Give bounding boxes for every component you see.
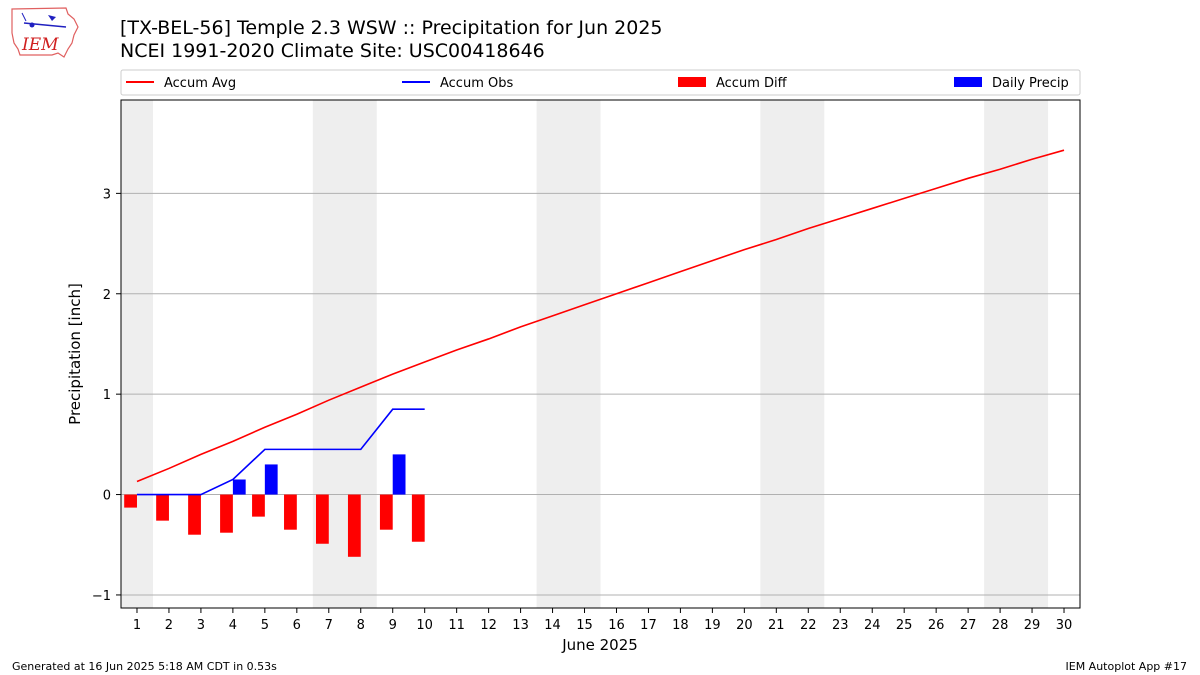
legend-label: Accum Obs [440,76,513,91]
x-tick-label: 28 [992,618,1009,633]
chart-subtitle: NCEI 1991-2020 Climate Site: USC00418646 [120,40,545,62]
accum-avg-line [136,149,1065,483]
x-tick-label: 14 [544,618,561,633]
daily-precip-bar [392,454,406,495]
accum-diff-bar [284,494,297,530]
x-axis-label: June 2025 [561,636,638,654]
weekend-shade [121,100,153,608]
accum-diff-bar [252,494,265,517]
legend: Accum Avg Accum Obs Accum Diff Daily Precip [120,69,1081,96]
x-tick-label: 12 [480,618,497,633]
legend-label: Accum Diff [716,76,788,91]
plot-frame [120,99,1081,609]
x-tick-label: 30 [1056,618,1073,633]
legend-box [120,69,1081,96]
y-axis-label: Precipitation [inch] [66,283,84,425]
accum-diff-bar [379,494,393,530]
x-tick-label: 2 [165,618,173,633]
accum-diff-bar [188,494,201,535]
x-tick-label: 4 [229,618,237,633]
x-tick-label: 16 [608,618,625,633]
x-tick-label: 22 [800,618,817,633]
accum-diff-bar [411,494,425,542]
legend-label: Daily Precip [992,76,1069,91]
x-tick-label: 24 [864,618,881,633]
x-tick-label: 21 [768,618,785,633]
x-tick-label: 1 [133,618,141,633]
weekend-shade [536,100,601,608]
x-tick-label: 13 [512,618,529,633]
accum-obs-line [136,408,425,496]
accum-diff-bar [347,494,361,557]
x-tick-label: 8 [357,618,365,633]
x-tick-label: 29 [1024,618,1041,633]
accum-diff-bar [315,494,329,544]
accum-diff-bar [156,494,169,521]
x-tick-label: 27 [960,618,977,633]
weekend-shade [760,100,825,608]
daily-precip-bar [264,464,278,495]
iem-logo: IEM [8,5,82,63]
footer-app: IEM Autoplot App #17 [1065,660,1188,673]
x-tick-label: 20 [736,618,753,633]
x-tick-label: 23 [832,618,849,633]
y-tick-label: 1 [103,388,111,403]
x-tick-label: 18 [672,618,689,633]
chart-title: [TX-BEL-56] Temple 2.3 WSW :: Precipitat… [120,17,663,39]
x-tick-label: 11 [448,618,465,633]
x-tick-label: 26 [928,618,945,633]
footer-generated: Generated at 16 Jun 2025 5:18 AM CDT in … [12,660,277,673]
x-tick-label: 19 [704,618,721,633]
daily-precip-bar [232,479,246,495]
x-tick-label: 17 [640,618,657,633]
legend-label: Accum Avg [164,76,236,91]
legend-swatch [954,77,982,87]
x-tick-label: 3 [197,618,205,633]
legend-swatch [678,77,706,87]
x-tick-label: 5 [261,618,269,633]
x-tick-label: 7 [325,618,333,633]
y-tick-label: −1 [92,589,111,604]
accum-diff-bar [124,494,137,508]
weekend-shade [984,100,1049,608]
x-tick-label: 15 [576,618,593,633]
logo-text: IEM [21,35,59,55]
x-tick-label: 10 [416,618,433,633]
y-tick-label: 0 [103,489,111,504]
x-tick-label: 25 [896,618,913,633]
x-tick-label: 6 [293,618,301,633]
y-tick-label: 3 [103,187,111,202]
accum-diff-bar [220,494,233,533]
x-tick-label: 9 [389,618,397,633]
y-tick-label: 2 [103,288,111,303]
